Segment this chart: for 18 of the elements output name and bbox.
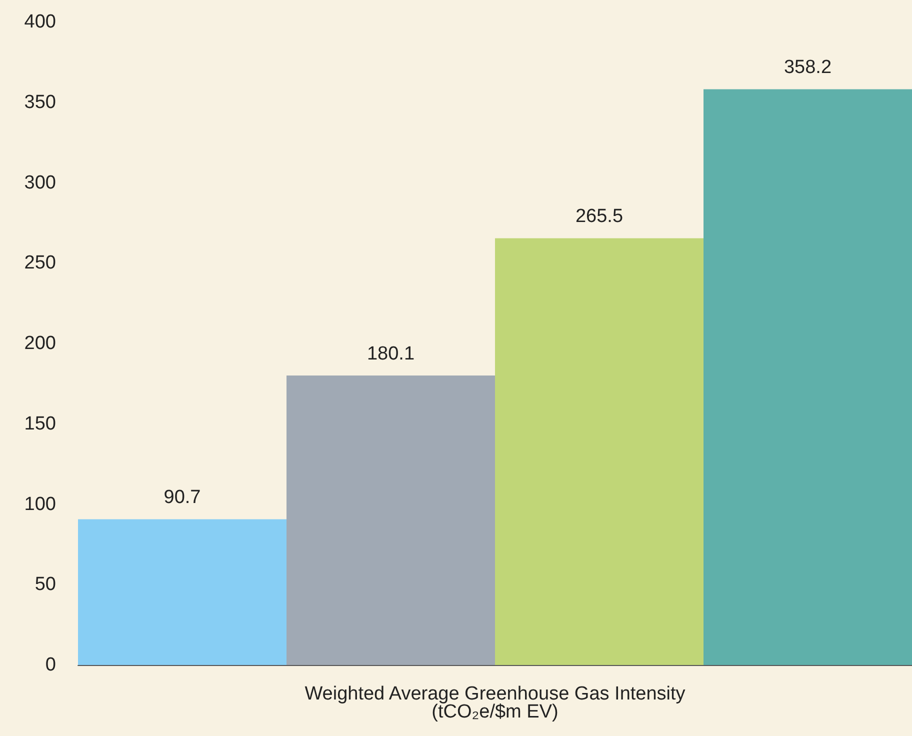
- data-label: 180.1: [366, 343, 415, 364]
- y-tick-label: 0: [45, 654, 56, 676]
- y-tick-label: 100: [24, 494, 56, 515]
- bar: [286, 375, 495, 665]
- x-axis-title: Weighted Average Greenhouse Gas Intensity (tCO₂e/$m EV): [304, 684, 686, 722]
- y-tick-label: 200: [24, 333, 56, 354]
- bar: [704, 89, 912, 665]
- y-tick-label: 150: [24, 413, 56, 434]
- data-label: 90.7: [164, 487, 201, 508]
- y-tick-label: 300: [24, 172, 56, 194]
- bar: [495, 238, 704, 665]
- data-label: 358.2: [784, 57, 832, 78]
- bar: [78, 519, 286, 665]
- y-tick-label: 50: [34, 574, 56, 596]
- y-tick-label: 400: [24, 12, 56, 32]
- data-label: 265.5: [575, 206, 624, 228]
- y-tick-label: 350: [24, 92, 56, 113]
- y-tick-label: 250: [24, 252, 56, 274]
